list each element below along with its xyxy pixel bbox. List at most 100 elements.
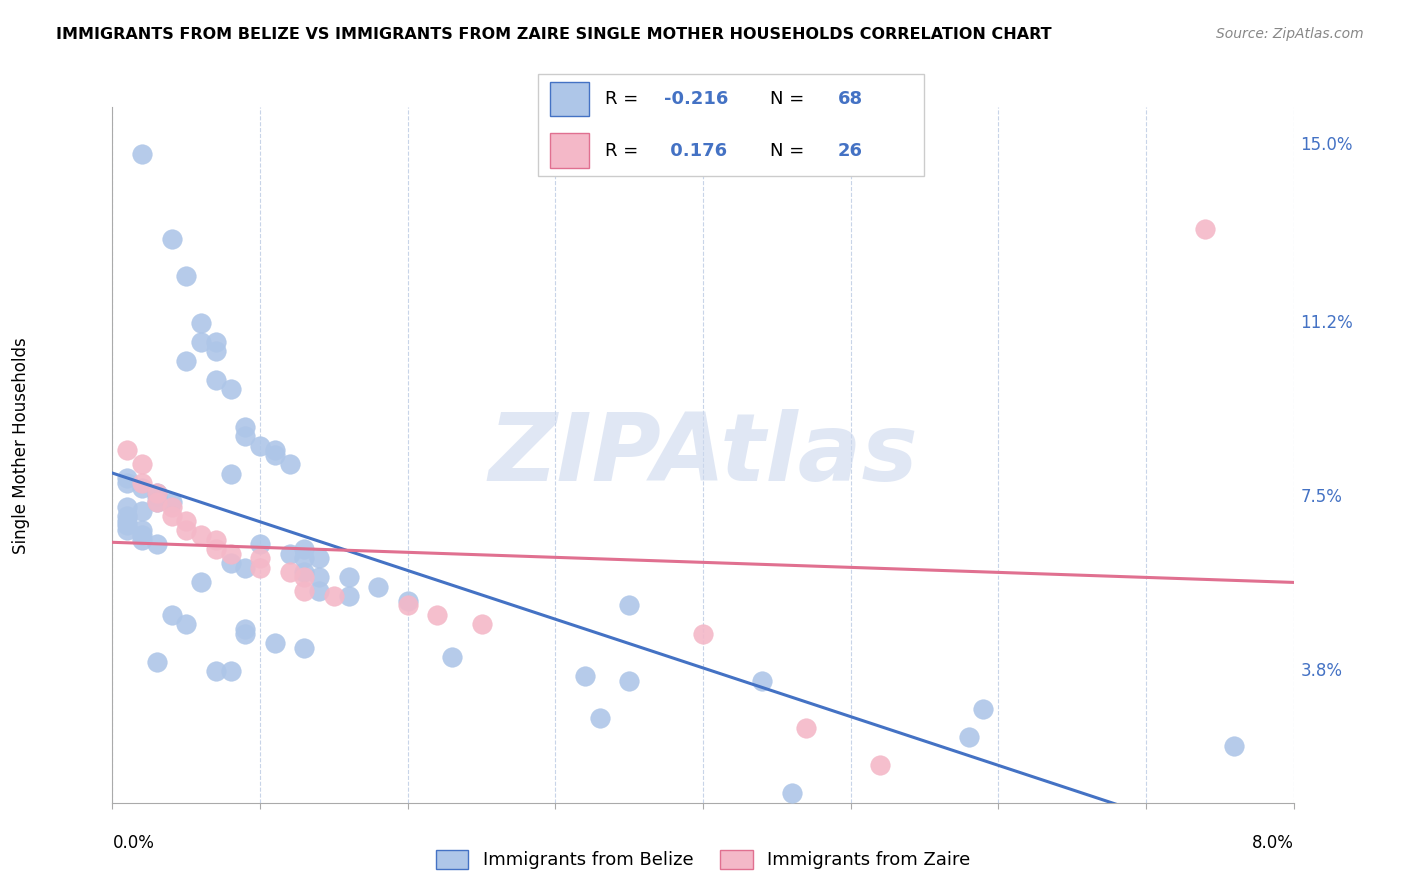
- Point: [131, 533, 153, 547]
- Point: [131, 458, 153, 472]
- Point: [219, 467, 242, 481]
- Point: [219, 556, 242, 570]
- Point: [117, 514, 138, 528]
- Point: [205, 373, 228, 387]
- Point: [619, 673, 641, 688]
- Point: [233, 429, 256, 443]
- Point: [117, 523, 138, 537]
- FancyBboxPatch shape: [550, 134, 589, 168]
- Text: N =: N =: [770, 90, 810, 108]
- Point: [367, 580, 389, 594]
- Point: [780, 786, 803, 800]
- Point: [233, 622, 256, 636]
- Point: [292, 584, 315, 599]
- Text: 11.2%: 11.2%: [1301, 314, 1354, 333]
- Text: Single Mother Households: Single Mother Households: [13, 338, 30, 554]
- Text: -0.216: -0.216: [664, 90, 728, 108]
- Text: Source: ZipAtlas.com: Source: ZipAtlas.com: [1216, 27, 1364, 41]
- Point: [292, 640, 315, 655]
- Point: [249, 551, 271, 566]
- Text: R =: R =: [605, 142, 644, 160]
- FancyBboxPatch shape: [538, 73, 924, 177]
- Text: 8.0%: 8.0%: [1251, 834, 1294, 852]
- Point: [249, 560, 271, 574]
- Point: [160, 232, 183, 246]
- Point: [278, 547, 301, 561]
- Point: [264, 448, 287, 462]
- Point: [588, 711, 610, 725]
- Point: [131, 528, 153, 542]
- Point: [160, 509, 183, 524]
- Point: [396, 593, 419, 607]
- Point: [146, 537, 169, 551]
- Point: [131, 504, 153, 518]
- Point: [117, 500, 138, 514]
- Point: [205, 533, 228, 547]
- Text: 26: 26: [838, 142, 862, 160]
- Point: [190, 574, 212, 589]
- Point: [190, 528, 212, 542]
- Point: [131, 476, 153, 491]
- Point: [174, 269, 197, 284]
- Point: [869, 758, 891, 772]
- Point: [117, 509, 138, 524]
- Point: [117, 443, 138, 458]
- Point: [131, 523, 153, 537]
- Point: [219, 547, 242, 561]
- Point: [205, 335, 228, 350]
- Point: [174, 617, 197, 632]
- Point: [117, 471, 138, 485]
- Point: [205, 344, 228, 359]
- Point: [957, 730, 980, 744]
- Point: [292, 551, 315, 566]
- Point: [117, 476, 138, 491]
- Point: [174, 354, 197, 368]
- Point: [233, 419, 256, 434]
- Point: [174, 514, 197, 528]
- Point: [751, 673, 773, 688]
- Point: [308, 551, 330, 566]
- Point: [323, 589, 346, 603]
- Point: [337, 589, 360, 603]
- Legend: Immigrants from Belize, Immigrants from Zaire: Immigrants from Belize, Immigrants from …: [426, 841, 980, 879]
- Text: R =: R =: [605, 90, 644, 108]
- Point: [308, 584, 330, 599]
- Point: [619, 599, 641, 613]
- Text: 15.0%: 15.0%: [1301, 136, 1353, 153]
- Point: [692, 626, 714, 640]
- Point: [146, 655, 169, 669]
- Text: 7.5%: 7.5%: [1301, 488, 1343, 507]
- FancyBboxPatch shape: [550, 82, 589, 116]
- Point: [292, 541, 315, 556]
- Point: [471, 617, 494, 632]
- Text: 68: 68: [838, 90, 862, 108]
- Point: [146, 490, 169, 504]
- Point: [796, 721, 818, 735]
- Text: 0.176: 0.176: [664, 142, 727, 160]
- Point: [146, 485, 169, 500]
- Point: [337, 570, 360, 584]
- Point: [441, 650, 464, 665]
- Point: [264, 443, 287, 458]
- Point: [396, 599, 419, 613]
- Point: [574, 669, 596, 683]
- Point: [190, 335, 212, 350]
- Point: [292, 566, 315, 580]
- Point: [190, 316, 212, 330]
- Point: [160, 500, 183, 514]
- Point: [174, 523, 197, 537]
- Point: [219, 382, 242, 396]
- Point: [233, 626, 256, 640]
- Point: [1194, 222, 1216, 236]
- Text: N =: N =: [770, 142, 810, 160]
- Text: IMMIGRANTS FROM BELIZE VS IMMIGRANTS FROM ZAIRE SINGLE MOTHER HOUSEHOLDS CORRELA: IMMIGRANTS FROM BELIZE VS IMMIGRANTS FRO…: [56, 27, 1052, 42]
- Point: [117, 518, 138, 533]
- Point: [219, 664, 242, 678]
- Point: [426, 607, 449, 622]
- Point: [278, 566, 301, 580]
- Point: [205, 541, 228, 556]
- Point: [278, 458, 301, 472]
- Point: [292, 570, 315, 584]
- Point: [264, 636, 287, 650]
- Point: [160, 607, 183, 622]
